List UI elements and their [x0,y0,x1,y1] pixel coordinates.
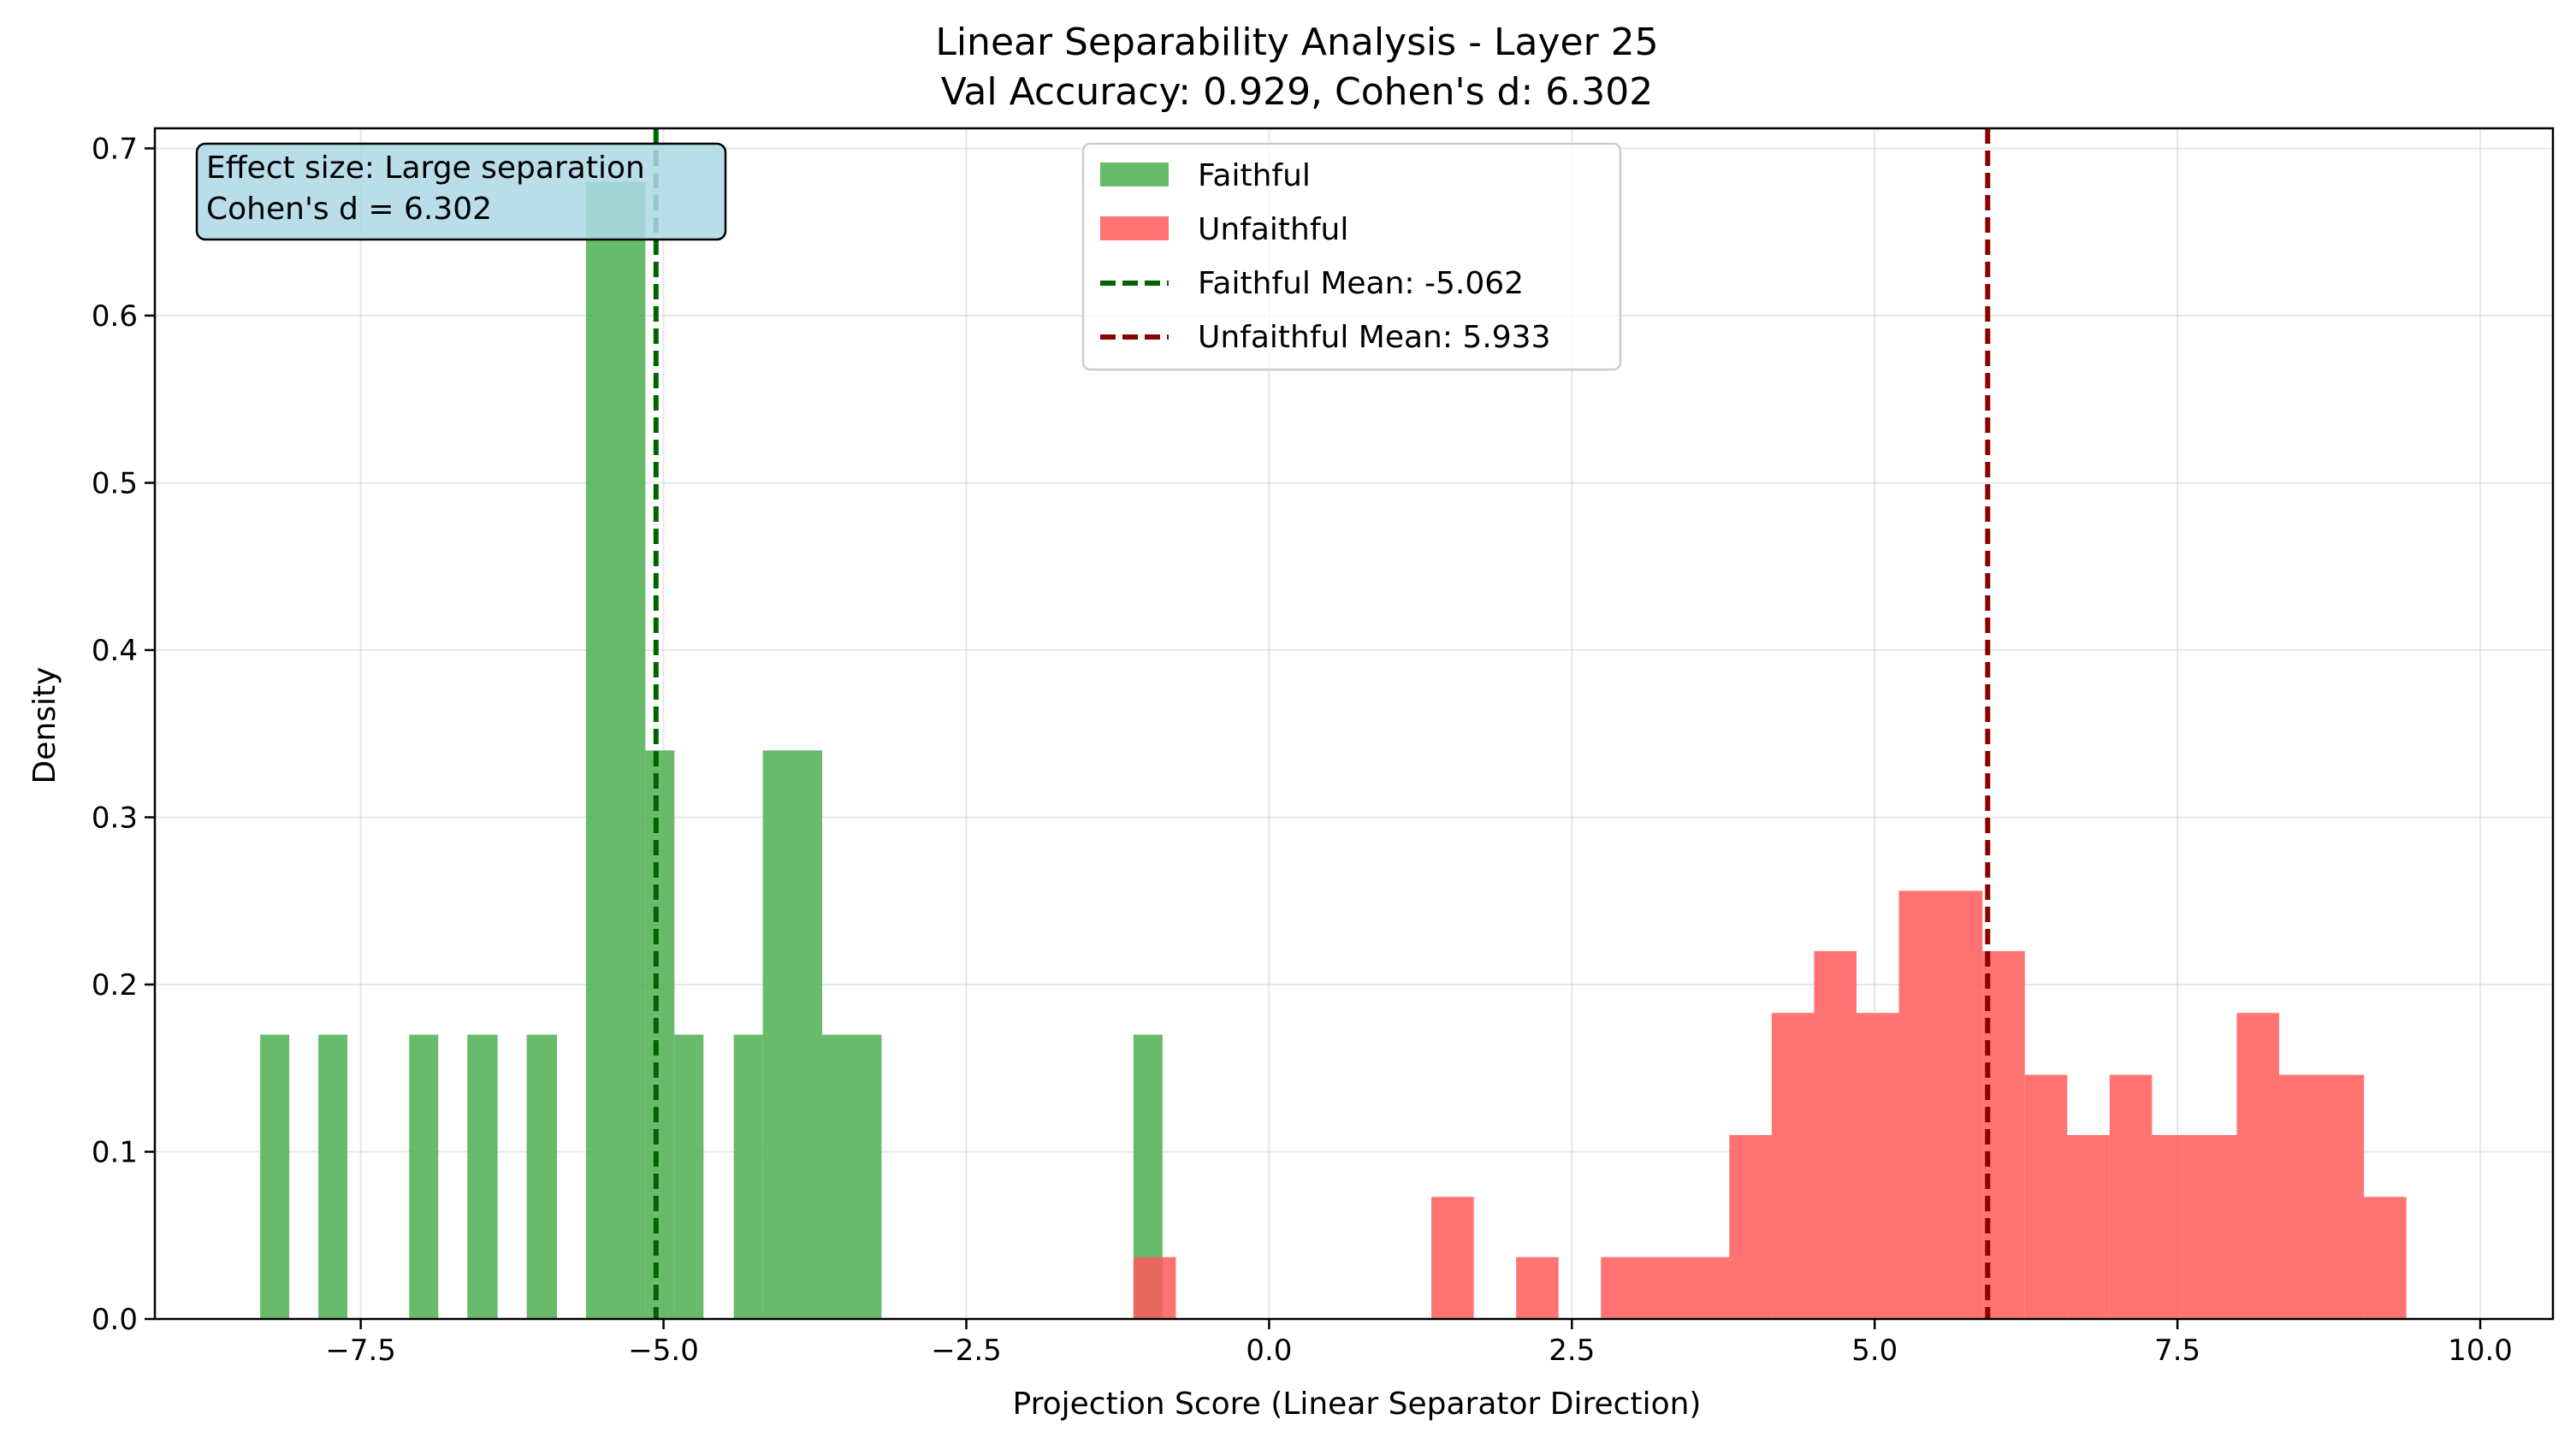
bar-faithful-6 [645,750,675,1319]
y-tick-label-2: 0.2 [92,968,138,1002]
x-tick-label-6: 7.5 [2154,1334,2200,1368]
bar-unfaithful-1 [1431,1197,1474,1319]
bar-faithful-0 [260,1034,290,1319]
mean-lines [653,128,1991,1319]
x-tick-label-3: 0.0 [1246,1334,1292,1368]
y-tick-label-1: 0.1 [92,1135,138,1169]
bar-unfaithful-12 [2109,1074,2153,1319]
bar-unfaithful-6 [1814,950,1856,1319]
bar-unfaithful-13 [2152,1134,2237,1319]
bar-faithful-5 [585,181,646,1320]
legend-swatch-faithful [1100,163,1169,186]
bar-faithful-8 [733,1034,763,1319]
x-tick-label-4: 2.5 [1549,1334,1595,1368]
bar-unfaithful-14 [2236,1013,2280,1319]
y-axis-ticks: 0.0 0.1 0.2 0.3 0.4 0.5 0.6 0.7 [92,132,155,1337]
chart-title: Linear Separability Analysis - Layer 25 [935,21,1658,64]
x-tick-label-7: 10.0 [2448,1334,2513,1368]
y-tick-label-0: 0.0 [92,1303,138,1337]
bar-unfaithful-15 [2279,1074,2365,1319]
x-axis-ticks: −7.5 −5.0 −2.5 0.0 2.5 5.0 7.5 10.0 [325,1319,2513,1368]
y-tick-label-6: 0.6 [92,299,138,334]
x-tick-label-1: −5.0 [628,1334,699,1368]
bar-faithful-2 [409,1034,439,1319]
legend-frame [1081,142,1622,371]
annotation-line-2: Cohen's d = 6.302 [206,192,492,227]
bar-faithful-1 [318,1034,348,1319]
bar-faithful-7 [674,1034,704,1319]
bar-faithful-4 [526,1034,557,1319]
legend-label-unfaithful: Unfaithful [1198,212,1348,247]
annotation-background [195,142,727,241]
x-tick-label-5: 5.0 [1851,1334,1898,1368]
annotation-box: Effect size: Large separation Cohen's d … [195,142,727,241]
legend: Faithful Unfaithful Faithful Mean: -5.06… [1081,142,1622,371]
x-axis-label: Projection Score (Linear Separator Direc… [1013,1387,1702,1422]
bar-unfaithful-5 [1771,1013,1815,1319]
bar-faithful-9 [762,750,823,1319]
bar-unfaithful-0 [1133,1257,1176,1319]
chart-subtitle: Val Accuracy: 0.929, Cohen's d: 6.302 [941,70,1653,114]
y-tick-label-7: 0.7 [92,132,138,166]
legend-label-faithful: Faithful [1198,158,1311,193]
legend-swatch-unfaithful [1100,216,1169,240]
plot-frame [153,127,2555,1321]
legend-label-faithful-mean: Faithful Mean: -5.062 [1198,266,1524,301]
bar-unfaithful-7 [1856,1013,1899,1319]
x-tick-label-2: −2.5 [931,1334,1002,1368]
bar-unfaithful-2 [1516,1257,1559,1319]
bar-unfaithful-4 [1729,1134,1772,1319]
y-tick-label-5: 0.5 [92,466,138,500]
bar-unfaithful-16 [2364,1197,2407,1319]
bar-unfaithful-11 [2067,1134,2110,1319]
y-tick-label-3: 0.3 [92,801,138,835]
annotation-line-1: Effect size: Large separation [206,151,645,186]
bar-unfaithful-10 [2024,1074,2068,1319]
y-axis-label: Density [27,667,62,784]
bar-unfaithful-8 [1898,890,1983,1319]
y-tick-label-4: 0.4 [92,634,138,668]
legend-label-unfaithful-mean: Unfaithful Mean: 5.933 [1198,320,1551,355]
bar-faithful-3 [467,1034,498,1319]
histogram-bars [260,181,2407,1320]
bar-faithful-10 [822,1034,882,1319]
x-tick-label-0: −7.5 [325,1334,396,1368]
bar-unfaithful-3 [1601,1257,1730,1319]
